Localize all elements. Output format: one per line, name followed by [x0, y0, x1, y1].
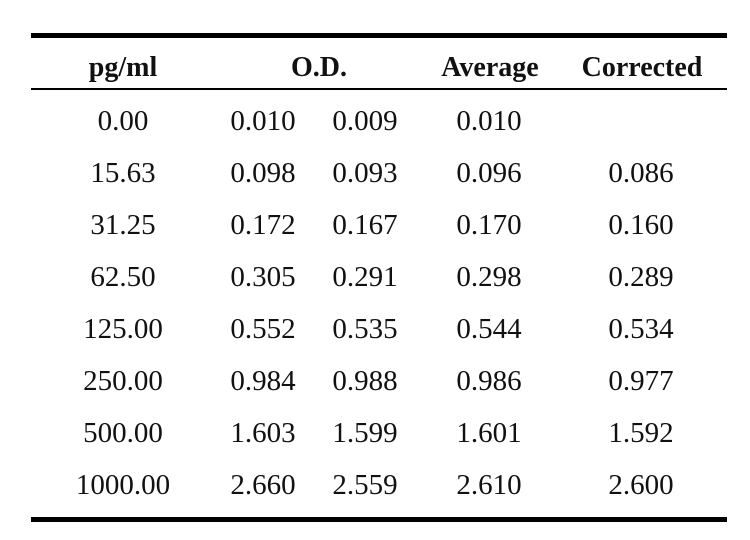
cell-concentration: 250.00 — [83, 365, 163, 397]
cell-od-2: 0.535 — [332, 313, 398, 345]
cell-concentration: 15.63 — [90, 157, 156, 189]
header-concentration: pg/ml — [88, 52, 158, 83]
cell-od-1: 0.172 — [230, 209, 296, 241]
cell-od-1: 0.010 — [230, 105, 296, 137]
table-body: 0.00 0.010 0.009 0.010 15.63 0.098 0.093… — [31, 90, 727, 517]
cell-od-1: 1.603 — [230, 417, 296, 449]
cell-od-2: 0.009 — [332, 105, 398, 137]
cell-od-1: 0.984 — [230, 365, 296, 397]
table-row: 31.25 0.172 0.167 0.170 0.160 — [31, 202, 727, 254]
table-row: 500.00 1.603 1.599 1.601 1.592 — [31, 410, 727, 462]
cell-od-2: 0.167 — [332, 209, 398, 241]
cell-corrected: 0.534 — [608, 313, 674, 345]
table-row: 15.63 0.098 0.093 0.096 0.086 — [31, 150, 727, 202]
header-od: O.D. — [291, 52, 347, 83]
cell-od-1: 0.305 — [230, 261, 296, 293]
header-corrected: Corrected — [581, 52, 703, 83]
cell-corrected: 2.600 — [608, 469, 674, 501]
cell-corrected: 0.977 — [608, 365, 674, 397]
cell-od-2: 0.988 — [332, 365, 398, 397]
header-average: Average — [441, 52, 539, 83]
cell-average: 0.544 — [456, 313, 522, 345]
cell-od-2: 0.291 — [332, 261, 398, 293]
cell-od-1: 0.098 — [230, 157, 296, 189]
cell-average: 0.096 — [456, 157, 522, 189]
cell-corrected: 0.289 — [608, 261, 674, 293]
cell-concentration: 31.25 — [90, 209, 156, 241]
table-bottom-rule — [31, 517, 727, 522]
cell-average: 0.010 — [456, 105, 522, 137]
cell-average: 2.610 — [456, 469, 522, 501]
table-top-rule — [31, 33, 727, 38]
table-row: 1000.00 2.660 2.559 2.610 2.600 — [31, 462, 727, 514]
cell-concentration: 0.00 — [97, 105, 149, 137]
table-row: 62.50 0.305 0.291 0.298 0.289 — [31, 254, 727, 306]
cell-concentration: 500.00 — [83, 417, 163, 449]
cell-average: 0.986 — [456, 365, 522, 397]
cell-od-2: 1.599 — [332, 417, 398, 449]
cell-average: 0.170 — [456, 209, 522, 241]
cell-average: 1.601 — [456, 417, 522, 449]
cell-concentration: 1000.00 — [75, 469, 171, 501]
cell-concentration: 62.50 — [90, 261, 156, 293]
cell-od-1: 0.552 — [230, 313, 296, 345]
table-row: 250.00 0.984 0.988 0.986 0.977 — [31, 358, 727, 410]
table-row: 125.00 0.552 0.535 0.544 0.534 — [31, 306, 727, 358]
cell-corrected: 0.160 — [608, 209, 674, 241]
cell-od-2: 2.559 — [332, 469, 398, 501]
cell-od-2: 0.093 — [332, 157, 398, 189]
table-header-row: pg/ml O.D. Average Corrected — [31, 38, 727, 88]
data-table: pg/ml O.D. Average Corrected 0.00 0.010 … — [31, 33, 727, 522]
cell-concentration: 125.00 — [83, 313, 163, 345]
table-header-rule — [31, 88, 727, 90]
cell-average: 0.298 — [456, 261, 522, 293]
table-row: 0.00 0.010 0.009 0.010 — [31, 98, 727, 150]
cell-corrected: 0.086 — [608, 157, 674, 189]
cell-corrected: 1.592 — [608, 417, 674, 449]
cell-od-1: 2.660 — [230, 469, 296, 501]
